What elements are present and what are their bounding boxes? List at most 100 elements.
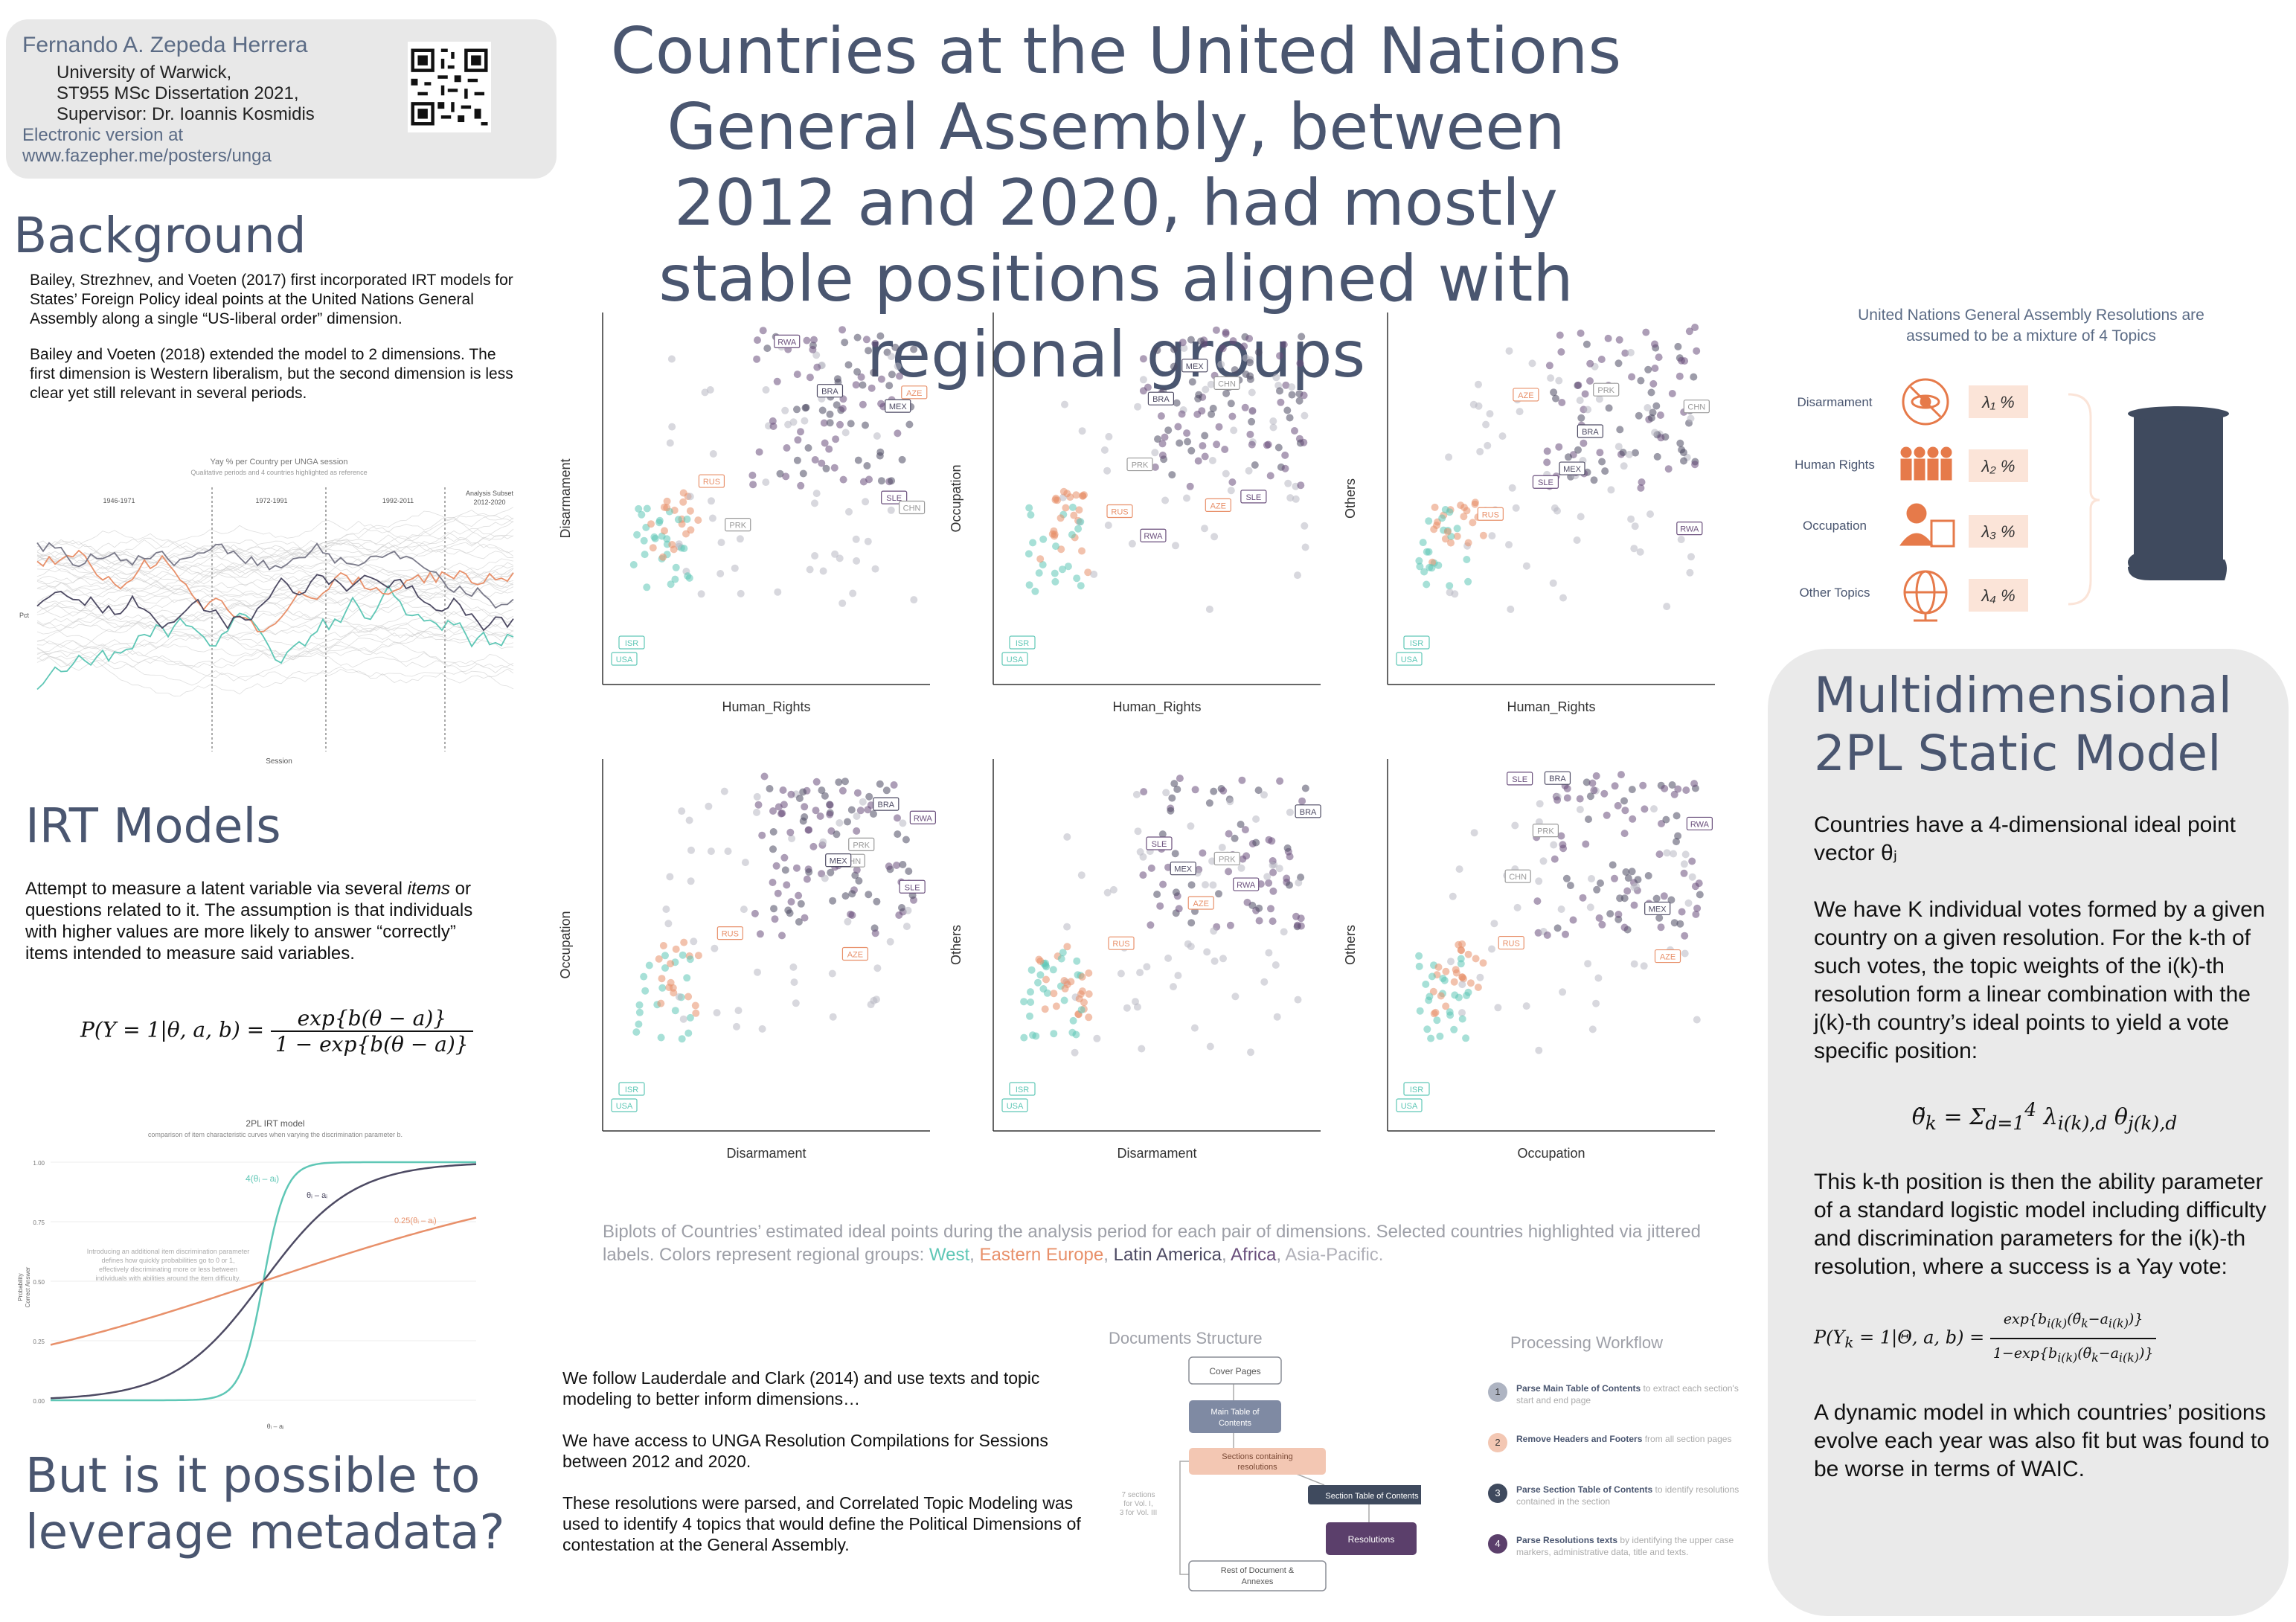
country-point: [1464, 539, 1472, 547]
country-point: [797, 481, 805, 490]
country-point: [885, 382, 894, 390]
country-point: [1291, 427, 1298, 435]
biplot-ylabel: Others: [1343, 478, 1358, 519]
country-point: [1060, 996, 1068, 1004]
country-point: [782, 472, 790, 481]
country-point: [1438, 514, 1446, 522]
country-point: [663, 504, 671, 512]
country-point: [1624, 874, 1632, 882]
biplot-ylabel: Others: [1343, 925, 1358, 965]
country-point: [1255, 904, 1263, 912]
country-point: [1655, 850, 1664, 859]
country-point: [1681, 932, 1689, 940]
country-point: [859, 381, 867, 389]
country-point: [1248, 407, 1257, 414]
country-point: [1073, 574, 1081, 583]
country-point: [751, 909, 759, 917]
country-point: [870, 996, 878, 1004]
country-point: [1460, 504, 1468, 511]
country-point: [1240, 342, 1248, 350]
country-point: [1469, 519, 1477, 527]
yay-series-line: [36, 573, 514, 628]
country-point: [819, 567, 827, 575]
country-point: [1301, 784, 1309, 792]
country-point: [1245, 359, 1254, 367]
human-rights-icon: [1900, 446, 1952, 481]
country-point: [873, 897, 881, 905]
country-point: [1029, 1031, 1036, 1039]
country-point: [1272, 374, 1280, 382]
country-point: [888, 477, 896, 485]
biplot-1: Human_Rights Disarmament SLE AZE CHN BRA PRK RW…: [558, 312, 930, 715]
topic-label-other: Other Topics: [1799, 586, 1870, 600]
country-point: [1528, 359, 1536, 368]
yay-series-line: [36, 517, 514, 566]
country-point: [1516, 408, 1524, 416]
country-label-aze: AZE: [1210, 501, 1226, 510]
country-point: [1605, 404, 1613, 412]
country-point: [1025, 581, 1033, 589]
country-point: [1280, 341, 1288, 349]
country-point: [859, 798, 867, 806]
country-point: [1277, 398, 1285, 406]
country-point: [1629, 815, 1637, 823]
country-label-chn: CHN: [1218, 379, 1236, 388]
country-point: [1136, 969, 1144, 977]
country-point: [825, 445, 833, 453]
country-point: [1105, 432, 1113, 440]
country-point: [816, 812, 824, 820]
country-point: [1691, 461, 1699, 469]
country-point: [1427, 1034, 1435, 1042]
country-point: [1649, 379, 1658, 388]
country-point: [801, 417, 809, 425]
background-paragraph-2: Bailey and Voeten (2018) extended the mo…: [30, 346, 513, 402]
country-point: [658, 975, 666, 983]
country-point: [1555, 376, 1563, 385]
country-point: [865, 891, 873, 899]
country-point: [788, 835, 796, 842]
country-point: [1693, 904, 1702, 912]
country-point: [1151, 463, 1159, 471]
country-point: [1297, 481, 1305, 490]
country-point: [1039, 985, 1048, 993]
country-point: [1301, 543, 1309, 551]
country-point: [1457, 955, 1465, 963]
country-point: [1434, 561, 1443, 569]
country-point: [1085, 990, 1093, 998]
country-point: [683, 515, 691, 523]
country-point: [804, 444, 812, 452]
country-point: [1173, 399, 1181, 407]
country-point: [1450, 1025, 1458, 1033]
country-point: [844, 818, 851, 826]
qr-code-icon[interactable]: [408, 42, 491, 132]
country-point: [1691, 324, 1699, 331]
country-point: [1620, 830, 1629, 838]
country-point: [1577, 414, 1585, 422]
country-point: [1248, 417, 1256, 426]
country-point: [793, 456, 801, 464]
country-point: [1598, 458, 1606, 466]
country-point: [691, 1001, 699, 1010]
country-point: [1678, 446, 1686, 454]
country-point: [1075, 995, 1083, 1003]
country-label-usa: USA: [1007, 1102, 1024, 1111]
country-point: [1563, 794, 1571, 802]
country-point: [635, 504, 643, 513]
country-point: [1623, 887, 1632, 895]
poster-url-link[interactable]: www.fazepher.me/posters/unga: [22, 146, 272, 166]
biplot-xlabel: Human_Rights: [1112, 699, 1201, 715]
country-point: [902, 836, 910, 844]
country-point: [680, 938, 688, 946]
country-point: [1052, 542, 1059, 551]
country-point: [1284, 479, 1292, 487]
country-label-prk: PRK: [1537, 827, 1554, 836]
country-point: [1687, 414, 1695, 423]
country-point: [1238, 776, 1246, 784]
country-point: [1657, 434, 1665, 442]
country-point: [1625, 450, 1633, 458]
country-point: [1539, 857, 1548, 865]
country-point: [773, 377, 781, 385]
country-point: [661, 952, 669, 960]
country-point: [754, 801, 763, 809]
country-point: [1574, 381, 1582, 389]
